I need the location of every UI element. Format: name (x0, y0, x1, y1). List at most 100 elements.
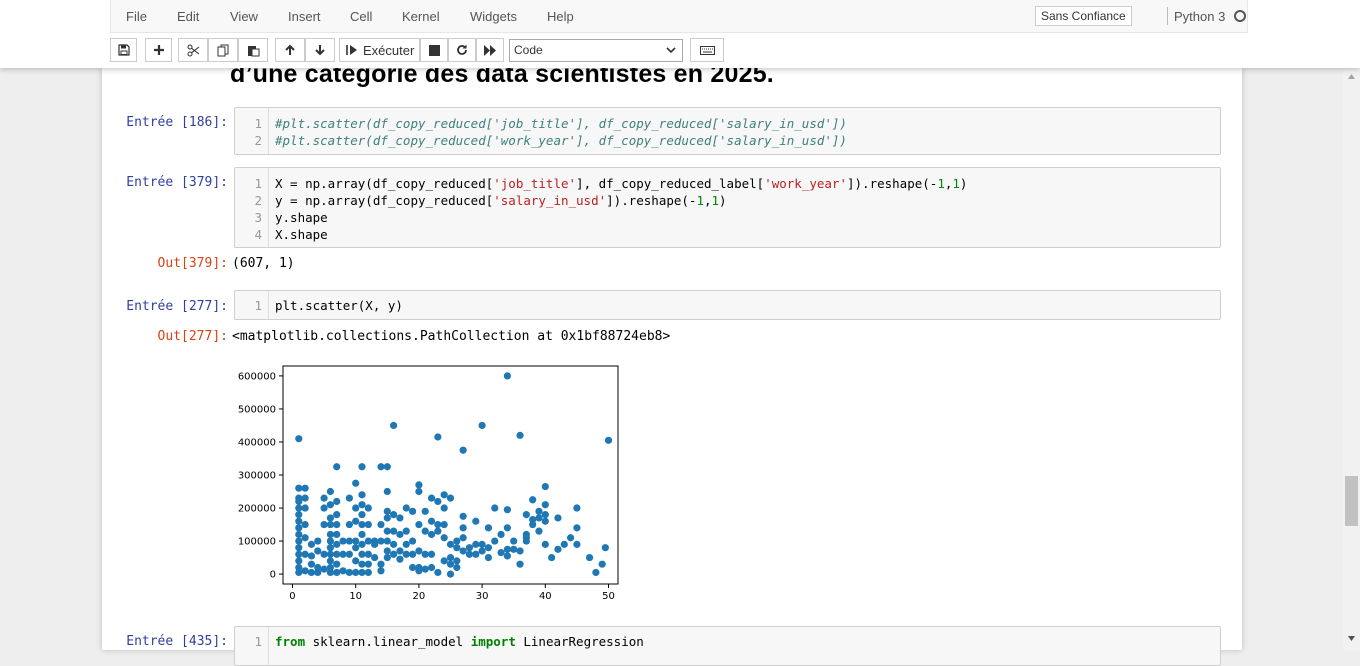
copy-button[interactable] (208, 38, 238, 62)
code-cell[interactable]: 1 from sklearn.linear_model import Linea… (234, 626, 1221, 666)
move-down-button[interactable] (305, 38, 335, 62)
code-cell[interactable]: 1 2 #plt.scatter(df_copy_reduced['job_ti… (234, 107, 1221, 155)
scatter-point (503, 545, 511, 553)
line-number: 4 (254, 227, 262, 242)
scatter-point (358, 463, 366, 471)
scatter-point (516, 560, 524, 568)
scatter-point (333, 560, 341, 568)
scatter-point (295, 563, 303, 572)
scatter-point (352, 537, 360, 545)
menu-view[interactable]: View (230, 9, 258, 24)
cell-type-select[interactable]: Code (509, 39, 683, 62)
scatter-point (554, 514, 562, 522)
scatter-point (478, 421, 486, 430)
scatter-point (510, 545, 518, 553)
scatter-point (295, 524, 303, 532)
scatter-point (446, 540, 455, 548)
scroll-up-icon[interactable] (1348, 74, 1355, 79)
menu-help[interactable]: Help (547, 9, 574, 24)
scatter-point (472, 550, 480, 558)
scatter-point (472, 517, 480, 525)
scatter-point (573, 540, 581, 548)
scatter-point (541, 482, 549, 491)
scatter-point (427, 550, 436, 558)
scatter-point (358, 511, 366, 519)
menu-file[interactable]: File (126, 9, 147, 24)
scatter-point (440, 534, 448, 542)
scatter-point (408, 563, 417, 572)
y-tick-label: 600000 (238, 371, 276, 382)
scatter-point (529, 515, 537, 524)
scatter-point (295, 517, 303, 525)
page-scrollbar[interactable] (1343, 68, 1360, 650)
scatter-point (535, 514, 543, 522)
paste-button[interactable] (238, 38, 268, 62)
scatter-point (446, 570, 455, 578)
menu-edit[interactable]: Edit (177, 9, 200, 24)
scatter-point (358, 540, 366, 548)
scatter-point (601, 544, 609, 552)
scatter-point (446, 494, 455, 502)
insert-cell-button[interactable] (145, 38, 172, 62)
scatter-point (333, 550, 341, 558)
out-prompt: Out[379]: (157, 256, 228, 271)
scatter-point (434, 527, 442, 535)
command-palette-button[interactable] (690, 38, 724, 62)
scatter-point (573, 504, 581, 512)
scatter-point (364, 550, 372, 558)
scatter-point (383, 514, 391, 522)
scatter-point (440, 557, 448, 565)
line-number: 2 (254, 133, 262, 148)
scatter-point (484, 524, 493, 532)
scatter-point (491, 537, 499, 545)
code-line: #plt.scatter(df_copy_reduced['job_title'… (275, 116, 847, 131)
trust-button[interactable]: Sans Confiance (1035, 6, 1132, 26)
scatter-point (377, 520, 385, 529)
menu-kernel[interactable]: Kernel (402, 9, 440, 24)
scatter-point (377, 537, 385, 545)
scatter-point (548, 553, 556, 562)
run-all-button[interactable] (476, 38, 504, 62)
save-button[interactable] (110, 38, 137, 62)
scatter-point (446, 560, 455, 568)
scatter-plot: 0 10 20 30 40 50 0 100000 200000 300000 400000 5000… (238, 365, 619, 602)
menu-cell[interactable]: Cell (350, 9, 373, 24)
move-up-button[interactable] (275, 38, 305, 62)
scatter-point (459, 446, 467, 454)
restart-button[interactable] (448, 38, 476, 62)
line-number: 1 (254, 634, 262, 649)
scatter-point (345, 550, 353, 558)
scatter-point (383, 487, 391, 496)
scroll-thumb[interactable] (1345, 476, 1358, 526)
code-cell[interactable]: 1 plt.scatter(X, y) (234, 290, 1221, 320)
scatter-point (295, 511, 303, 519)
arrow-down-icon (315, 45, 325, 56)
scatter-point (408, 537, 417, 545)
in-prompt: Entrée [277]: (126, 299, 228, 314)
line-number: 1 (254, 298, 262, 313)
run-button[interactable]: Exécuter (339, 38, 420, 62)
scatter-point (383, 537, 391, 545)
kernel-status-icon (1234, 10, 1246, 22)
scatter-point (459, 547, 467, 555)
code-cell[interactable]: 1 2 3 4 X = np.array(df_copy_reduced['jo… (234, 167, 1221, 248)
scatter-point (301, 484, 309, 492)
y-tick-label: 300000 (238, 471, 276, 482)
scatter-point (364, 560, 372, 568)
scatter-point (402, 527, 410, 535)
scatter-point (339, 550, 347, 558)
scatter-point (541, 517, 549, 525)
scatter-point (358, 550, 366, 558)
interrupt-button[interactable] (420, 38, 448, 62)
scatter-point (516, 431, 524, 439)
scatter-point (339, 567, 347, 575)
scatter-point (598, 560, 606, 568)
menu-insert[interactable]: Insert (288, 9, 321, 24)
scatter-point (484, 553, 493, 562)
scatter-point (333, 463, 341, 471)
scatter-point (390, 550, 398, 558)
scroll-down-icon[interactable] (1348, 636, 1355, 641)
menu-widgets[interactable]: Widgets (470, 9, 517, 24)
scatter-point (377, 567, 385, 575)
cut-button[interactable] (178, 38, 208, 62)
